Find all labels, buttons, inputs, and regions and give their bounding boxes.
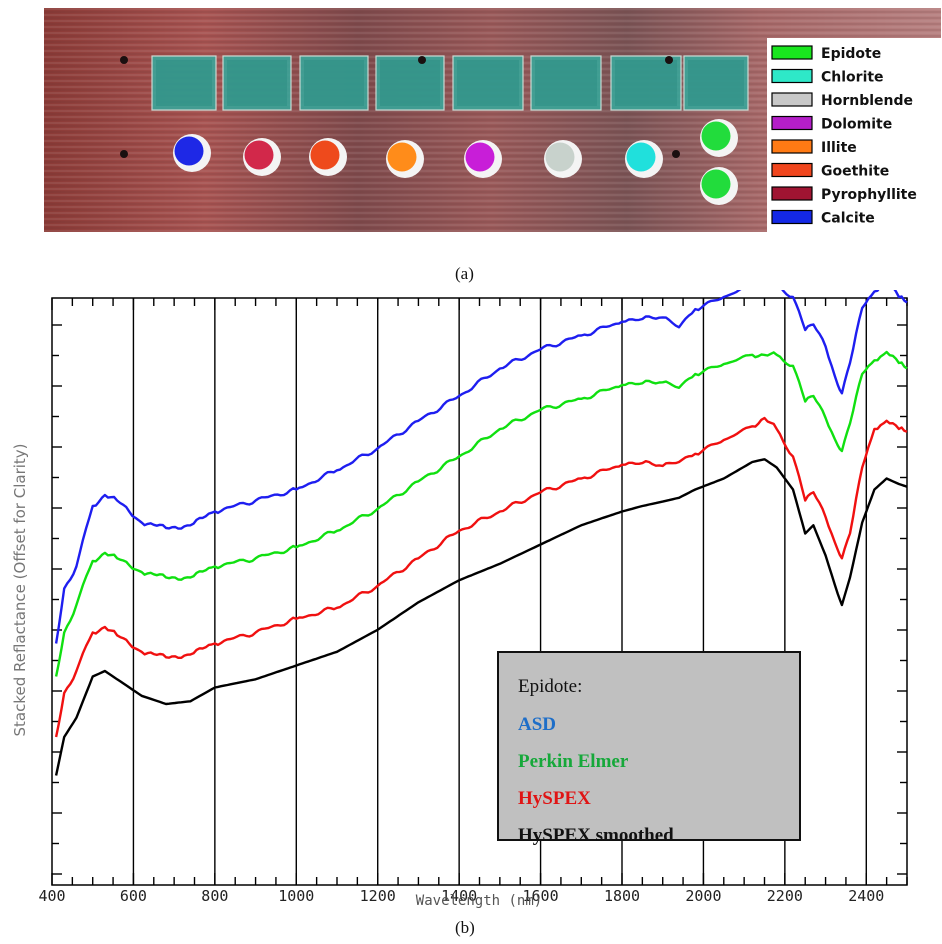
sample-disc-goethite [310,140,340,170]
caption-b: (b) [455,918,475,937]
photo-legend-label: Calcite [821,211,875,227]
glass-tile-inner [457,60,519,106]
x-axis-label: Wavelength (nm) [416,893,542,909]
x-tick-labels: 400 600 800 1000 1200 1400 1600 1800 2000 2200 240… [38,887,884,905]
glass-tile-inner [688,60,744,106]
x-tick-label: 2400 [848,887,884,905]
series-line-hyspex-smoothed [54,458,908,776]
glass-tile-inner [227,60,287,106]
photo-legend-label: Epidote [821,46,881,62]
screw-hole [665,56,673,64]
photo-legend-label: Chlorite [821,70,884,86]
series-line-hyspex [54,416,908,738]
sample-disc-dolomite [465,142,495,172]
legend-entry: ASD [518,714,556,735]
x-tick-label: 1800 [604,887,640,905]
photo-legend-swatch [771,162,813,178]
screw-hole [120,150,128,158]
glass-tile-inner [615,60,677,106]
caption-a: (a) [455,264,474,283]
axis-ticks [51,298,908,885]
x-tick-label: 1600 [523,887,559,905]
series-lines [54,290,908,776]
x-tick-label: 800 [201,887,228,905]
photo-legend-label: Dolomite [821,117,892,133]
glass-tile-inner [380,60,440,106]
photo-legend-swatch [771,209,813,225]
photo-legend-swatch [771,186,813,201]
photo-legend-swatch [771,139,813,154]
x-tick-label: 600 [120,887,147,905]
y-axis-label: Stacked Reflactance (Offset for Clarity) [11,443,29,736]
photo-legend-label: Hornblende [821,93,913,109]
sample-disc-epidote [701,169,731,199]
x-tick-label: 1200 [360,887,396,905]
sample-tiles-row [120,55,749,158]
sample-disc-chlorite [626,142,656,172]
photo-legend-swatch [771,68,813,84]
photo-legend-label: Illite [821,140,857,156]
x-tick-label: 2000 [685,887,721,905]
photo-legend-swatch [771,45,813,60]
sample-disc-illite [387,142,417,172]
x-tick-label: 2200 [767,887,803,905]
legend-entry: HySPEX smoothed [518,825,674,846]
photo-legend-swatch [771,115,813,131]
x-tick-label: 1000 [278,887,314,905]
glass-tile-inner [535,60,597,106]
photo-legend: Epidote Chlorite Hornblende Dolomite Illite G… [767,38,941,232]
screw-hole [672,150,680,158]
legend-title: Epidote: [518,676,582,697]
sample-disc-pyrophyllite [244,140,274,170]
glass-tile-inner [156,60,212,106]
legend-box: Epidote: ASD Perkin Elmer HySPEX HySPEX smo… [497,651,801,846]
screw-hole [120,56,128,64]
photo-legend-label: Pyrophyllite [821,187,917,203]
spectra-chart: 400 600 800 1000 1200 1400 1600 1800 2000 2200 240… [11,290,908,909]
sample-disc-hornblende [545,142,575,172]
mineral-sample-photo: Epidote Chlorite Hornblende Dolomite Illite G… [44,8,941,232]
sample-disc-calcite [174,136,204,166]
x-tick-label: 1400 [441,887,477,905]
legend-entry: Perkin Elmer [518,751,629,772]
glass-tile-inner [304,60,364,106]
x-tick-label: 400 [38,887,65,905]
legend-entry: HySPEX [518,788,591,809]
photo-legend-label: Goethite [821,164,889,180]
series-line-perkin-elmer [54,350,908,677]
sample-discs-row [173,119,738,205]
screw-hole [418,56,426,64]
sample-disc-epidote [701,121,731,151]
series-line-asd [54,290,908,644]
photo-legend-swatch [771,92,813,107]
